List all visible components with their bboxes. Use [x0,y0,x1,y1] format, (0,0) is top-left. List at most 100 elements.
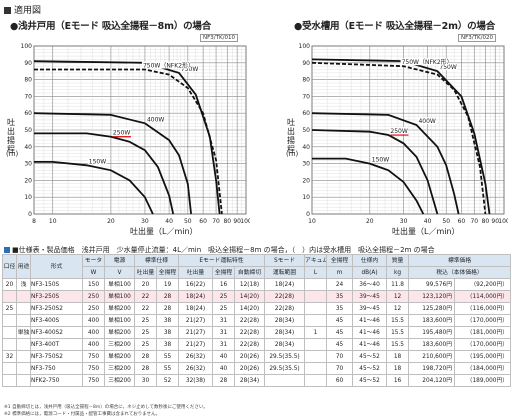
series-label: 150W [372,157,389,164]
col-motor: モータ [82,254,105,267]
table-cell: NF3-250S [30,290,83,303]
table-cell: 32(38) [178,374,214,387]
series-line [312,157,425,215]
table-cell: 22 [134,302,157,315]
y-tick-label: 60 [24,110,32,117]
table-cell: 三相200 [104,338,135,351]
table-cell: 204,120円 [408,374,456,387]
table-cell: 35 [326,290,354,303]
table-cell: 38 [155,338,180,351]
y-tick-label: 80 [302,77,310,84]
sub-v: V [104,266,135,279]
table-row: 単独 NF3-400S2 400 単相200 25 38 21(27) 31 22(28) 28(… [2,326,512,339]
table-cell: 30 [134,374,157,387]
chart-code-tank: NF3/TK/020 [458,34,496,42]
sub-kg: kg [386,266,410,279]
table-cell: 31 [212,326,236,339]
table-cell: 12 [386,290,410,303]
table-cell: 28 [212,374,236,387]
table-cell: 45 [326,326,354,339]
table-cell: 198,720円 [408,362,456,375]
table-cell: 単相200 [104,350,135,363]
series-label-bg [370,155,390,163]
table-cell: 29.5(35.5) [264,350,306,363]
table-cell [16,302,31,315]
table-cell: 99,576円 [408,278,456,291]
x-tick-label: 20 [107,218,115,225]
table-cell: 55 [155,362,180,375]
y-tick-label: 100 [21,43,33,50]
table-row: NF3-400S 400 単相100 25 38 21(27) 31 22(28) 28(34)… [2,314,512,327]
y-tick-label: 10 [24,194,32,201]
table-cell: 28(34) [264,326,306,339]
table-cell: 45 [326,338,354,351]
table-cell: 38 [155,326,180,339]
table-cell: 31 [212,314,236,327]
sub-e-cutoff: 自動締切 [234,266,266,279]
table-cell: 40 [212,350,236,363]
y-tick-label: 50 [302,127,310,134]
table-cell: 31 [212,338,236,351]
table-cell: （92,200円） [454,278,512,291]
y-tick-label: 60 [302,110,310,117]
series-line [311,61,487,215]
sub-s-range: 運転範囲 [264,266,306,279]
table-cell [16,314,31,327]
table-cell: 150 [82,278,105,291]
table-cell: NF3-250S2 [30,302,83,315]
table-cell: NF3-750S2 [30,350,83,363]
spec-table: 口径 用途 形式 モータ 電源 標準仕様 Eモード運転特性 Sモード アキュム … [2,254,512,387]
table-cell: 16(22) [178,278,214,291]
y-tick-label: 100 [299,43,311,50]
table-cell: 21(27) [178,326,214,339]
table-cell: 25 [212,302,236,315]
y-tick-label: 30 [302,161,310,168]
sub-m: m [326,266,354,279]
y-tick-label: 80 [24,77,32,84]
table-cell: 400 [82,314,105,327]
x-axis-label-shallow-well: 吐出量（L／min） [130,227,198,236]
y-tick-label: 90 [302,60,310,67]
sub-e-head: 全揚程 [212,266,236,279]
table-cell [304,362,328,375]
table-cell: 18 [386,350,410,363]
sub-l: L [304,266,328,279]
table-cell: 15.5 [386,326,410,339]
table-row: NFK2-750 750 三相200 30 52 32(38) 28 28(34) 60 45〜5… [2,374,512,387]
x-tick-label: 50 [184,218,192,225]
table-cell: 22(28) [264,302,306,315]
square-bullet-icon [4,7,11,14]
y-axis-label-tank: 吐出揚程 [287,118,295,154]
table-cell: 45 [326,314,354,327]
table-cell: 22(28) [234,326,266,339]
table-cell: 20 [134,278,157,291]
table-cell: 11.8 [386,278,410,291]
y-tick-label: 0 [306,211,310,218]
table-cell: 25 [134,326,157,339]
table-cell: 21(27) [178,338,214,351]
sub-std-flow: 吐出量 [134,266,157,279]
table-cell: 18(24) [178,290,214,303]
table-cell: 12 [386,302,410,315]
table-cell: 28 [134,350,157,363]
table-cell [304,290,328,303]
table-cell: 25 [212,290,236,303]
table-cell: 単相200 [104,326,135,339]
col-head: 全揚程 [326,254,354,267]
table-cell: （114,000円） [454,290,512,303]
table-cell: 45〜52 [352,350,388,363]
table-cell: 14(20) [234,290,266,303]
table-cell: （116,000円） [454,302,512,315]
table-cell: 750 [82,350,105,363]
spec-title: ■仕様表・製品価格 浅井戸用 少水量停止流量：4L／min 吸込全揚程－8m の… [4,245,435,255]
series-label: 150W [89,158,106,165]
table-cell [264,374,306,387]
x-tick-label: 40 [424,218,432,225]
spec-title-text: ■仕様表・製品価格 浅井戸用 少水量停止流量：4L／min 吸込全揚程－8m の… [12,246,435,254]
table-cell: 20(26) [234,350,266,363]
table-cell [2,314,17,327]
col-standard: 標準仕様 [133,254,180,267]
x-tick-label: 8 [32,218,36,225]
table-cell: 22(28) [234,338,266,351]
